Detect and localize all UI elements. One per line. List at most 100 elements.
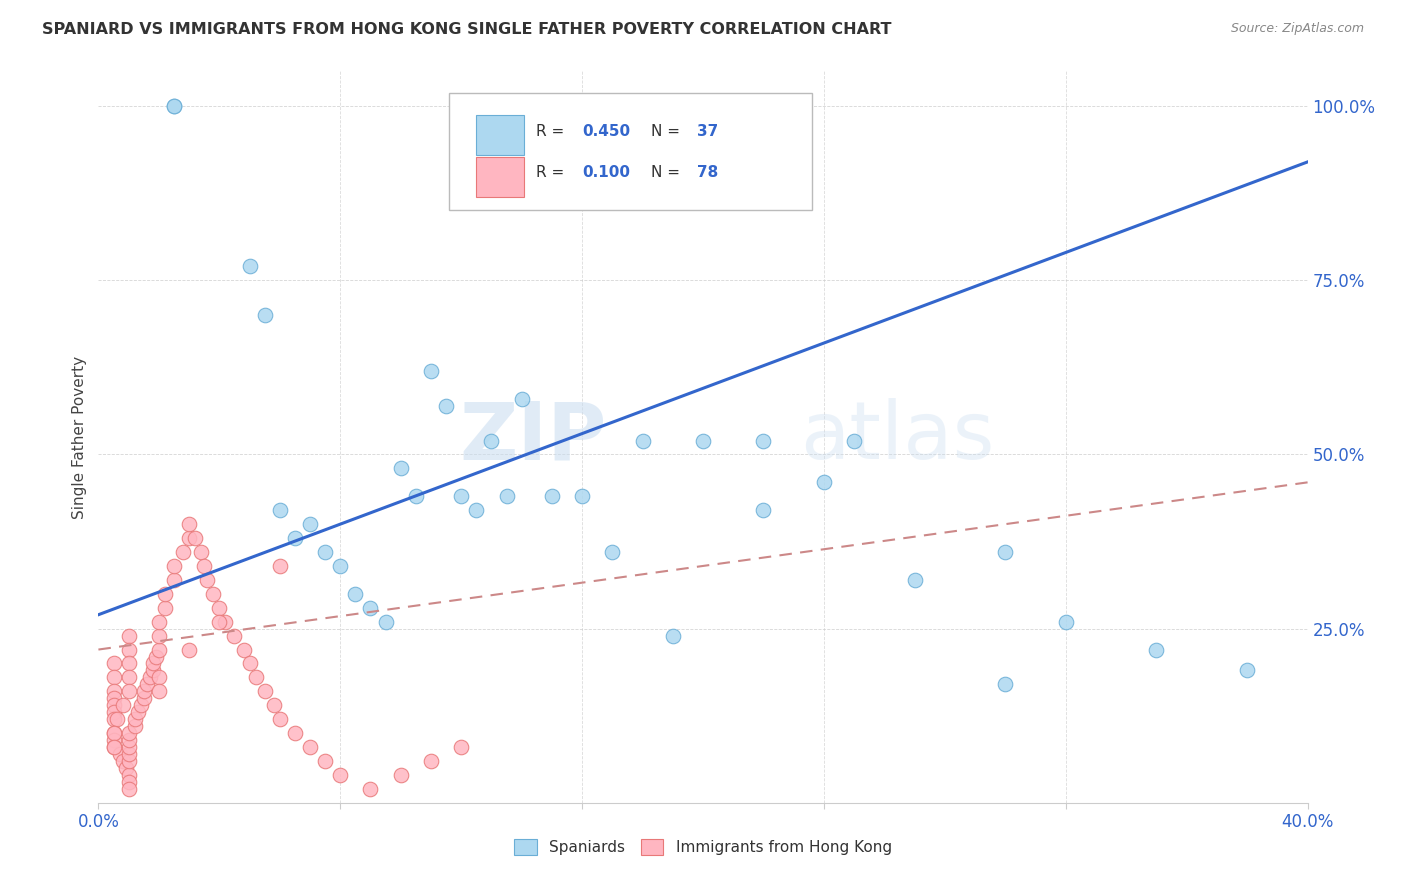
Point <box>148 670 170 684</box>
Point <box>132 684 155 698</box>
Point <box>127 705 149 719</box>
Point <box>103 733 125 747</box>
Point <box>1054 615 1077 629</box>
Point <box>299 740 322 755</box>
Point <box>135 677 157 691</box>
Point <box>163 99 186 113</box>
Point <box>195 573 218 587</box>
Point <box>118 747 141 761</box>
Point <box>994 677 1017 691</box>
Point <box>103 691 125 706</box>
Point <box>389 768 412 782</box>
Point <box>510 392 533 406</box>
Text: 0.100: 0.100 <box>582 165 630 180</box>
Point <box>103 670 125 684</box>
Point <box>208 615 231 629</box>
FancyBboxPatch shape <box>449 94 811 211</box>
Point <box>114 761 136 775</box>
Point <box>124 712 146 726</box>
Point <box>434 399 457 413</box>
Point <box>124 719 146 733</box>
Point <box>214 615 236 629</box>
Point <box>1236 664 1258 678</box>
Point <box>450 740 472 755</box>
Point <box>118 740 141 755</box>
Point <box>344 587 367 601</box>
Point <box>844 434 866 448</box>
Point <box>145 649 167 664</box>
Point <box>450 489 472 503</box>
Y-axis label: Single Father Poverty: Single Father Poverty <box>72 356 87 518</box>
FancyBboxPatch shape <box>475 115 524 155</box>
Point <box>148 684 170 698</box>
Point <box>389 461 412 475</box>
Point <box>193 558 215 573</box>
Point <box>118 670 141 684</box>
Point <box>118 629 141 643</box>
Point <box>253 684 276 698</box>
Point <box>374 615 396 629</box>
Point <box>103 705 125 719</box>
Point <box>360 781 382 796</box>
Point <box>239 260 262 274</box>
Point <box>263 698 285 713</box>
Text: 37: 37 <box>697 124 718 139</box>
Text: SPANIARD VS IMMIGRANTS FROM HONG KONG SINGLE FATHER POVERTY CORRELATION CHART: SPANIARD VS IMMIGRANTS FROM HONG KONG SI… <box>42 22 891 37</box>
Point <box>571 489 593 503</box>
Point <box>224 629 246 643</box>
Point <box>631 434 654 448</box>
Point <box>118 657 141 671</box>
Point <box>118 726 141 740</box>
Point <box>420 364 443 378</box>
Point <box>239 657 262 671</box>
Point <box>179 517 201 532</box>
Text: R =: R = <box>536 124 569 139</box>
Point <box>540 489 562 503</box>
Text: 78: 78 <box>697 165 718 180</box>
Point <box>269 503 291 517</box>
Point <box>179 642 201 657</box>
Point <box>752 434 775 448</box>
Point <box>602 545 624 559</box>
Point <box>360 600 382 615</box>
Point <box>284 531 307 545</box>
Text: 0.450: 0.450 <box>582 124 630 139</box>
Point <box>111 754 134 768</box>
Point <box>103 740 125 755</box>
Point <box>132 691 155 706</box>
Point <box>129 698 152 713</box>
Point <box>163 99 186 113</box>
Text: atlas: atlas <box>800 398 994 476</box>
Point <box>103 726 125 740</box>
Point <box>329 558 352 573</box>
Point <box>108 747 131 761</box>
Point <box>118 775 141 789</box>
Point <box>202 587 225 601</box>
Point <box>314 545 336 559</box>
Text: Source: ZipAtlas.com: Source: ZipAtlas.com <box>1230 22 1364 36</box>
Point <box>495 489 517 503</box>
Point <box>118 754 141 768</box>
Point <box>142 664 165 678</box>
Point <box>269 712 291 726</box>
Point <box>148 642 170 657</box>
Point <box>420 754 443 768</box>
Point <box>465 503 488 517</box>
Point <box>284 726 307 740</box>
Point <box>118 642 141 657</box>
Point <box>481 434 503 448</box>
Point <box>105 712 128 726</box>
Point <box>661 629 683 643</box>
Point <box>142 657 165 671</box>
Point <box>994 545 1017 559</box>
Point <box>118 781 141 796</box>
Point <box>179 531 201 545</box>
Point <box>103 684 125 698</box>
Text: N =: N = <box>651 124 685 139</box>
Point <box>232 642 254 657</box>
Point <box>148 629 170 643</box>
Point <box>103 712 125 726</box>
Point <box>692 434 714 448</box>
FancyBboxPatch shape <box>475 157 524 197</box>
Point <box>904 573 927 587</box>
